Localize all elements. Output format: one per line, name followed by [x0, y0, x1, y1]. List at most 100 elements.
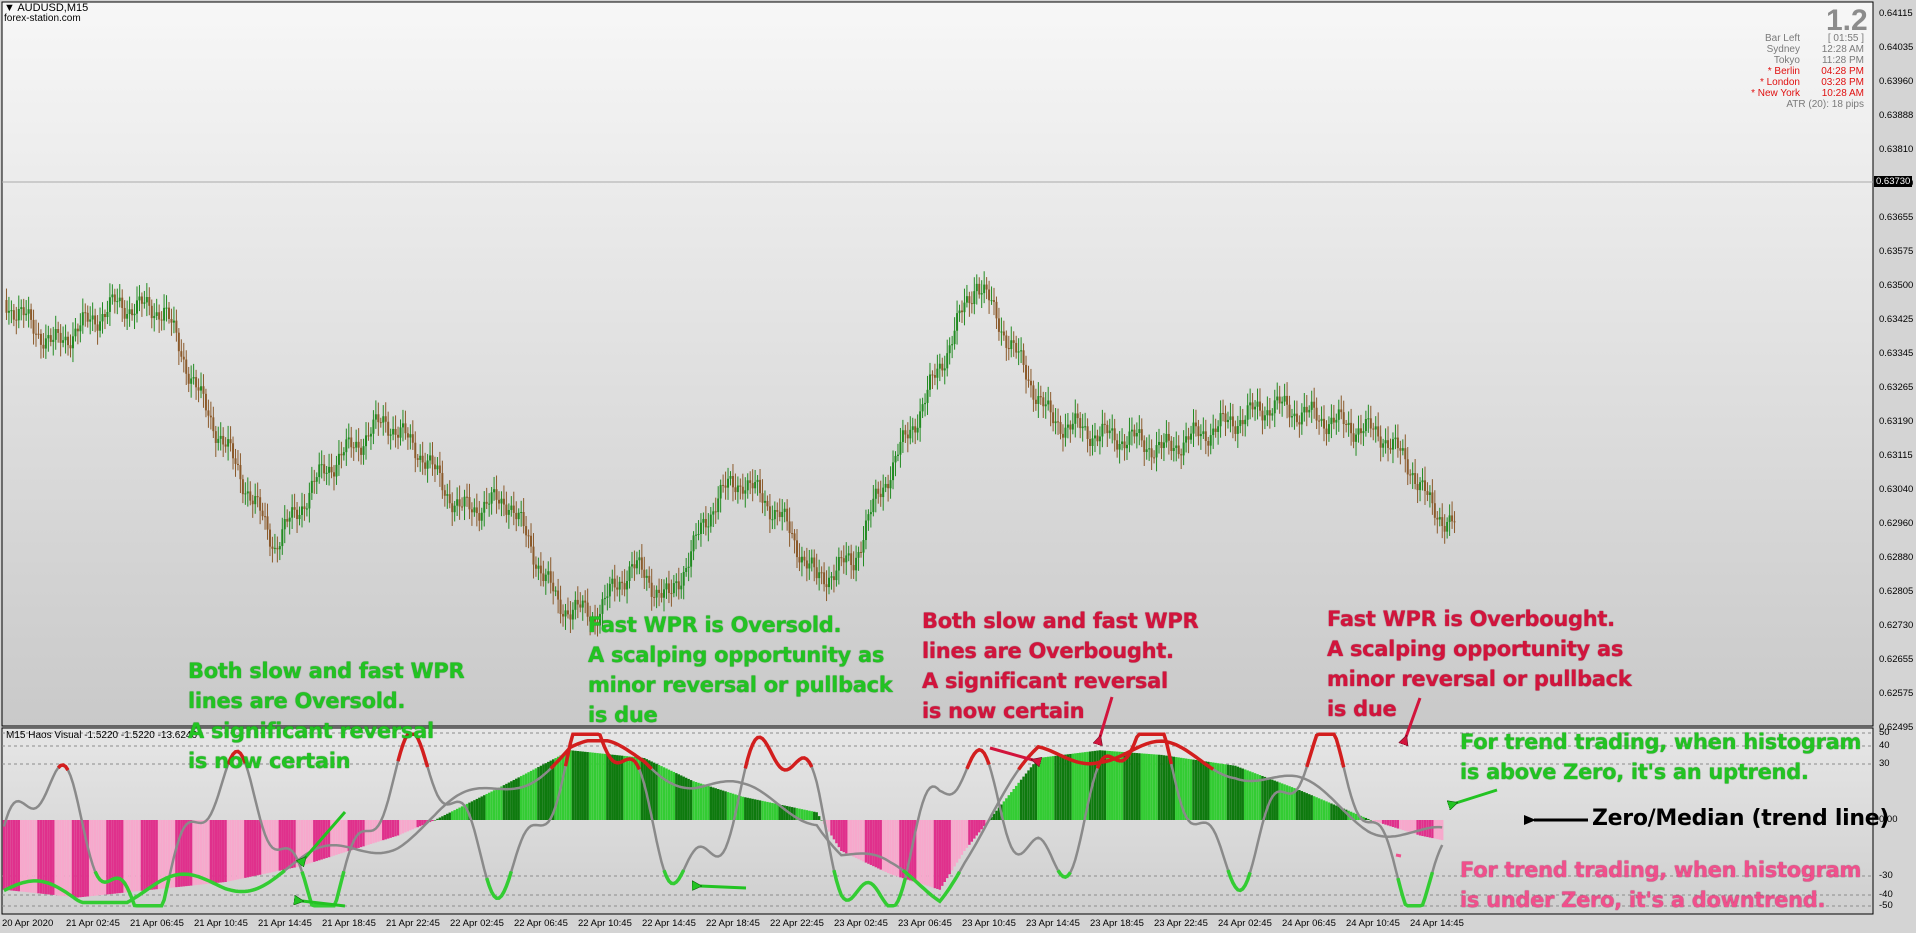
candle-body	[1332, 417, 1335, 423]
histogram-bar	[1266, 777, 1269, 820]
histogram-bar	[953, 820, 956, 867]
histogram-bar	[512, 779, 515, 820]
candle-body	[15, 319, 18, 321]
histogram-bar	[1061, 754, 1065, 820]
candle-body	[108, 297, 111, 312]
histogram-bar	[1317, 798, 1321, 820]
histogram-bar	[384, 820, 387, 840]
histogram-bar	[662, 767, 666, 820]
candle-body	[899, 441, 902, 455]
candle-body	[1204, 431, 1207, 442]
annotation-oversold-both: Both slow and fast WPR lines are Oversol…	[188, 659, 465, 773]
chart-symbol[interactable]: ▼ AUDUSD,M15	[4, 2, 89, 14]
candle-body	[1305, 406, 1308, 413]
histogram-bar	[660, 766, 663, 820]
candle-body	[1389, 447, 1392, 450]
candle-body	[781, 511, 784, 518]
histogram-bar	[1406, 820, 1409, 832]
histogram-bar	[1315, 797, 1318, 820]
histogram-bar	[872, 820, 875, 867]
candle-body	[921, 404, 924, 412]
price-tick: 0.62495	[1879, 722, 1914, 733]
candle-body	[589, 616, 592, 622]
histogram-bar	[729, 792, 732, 820]
histogram-bar	[928, 820, 932, 887]
candle-body	[1061, 433, 1064, 438]
histogram-bar	[798, 808, 801, 820]
arrow-scalp-overbought	[1406, 697, 1422, 737]
candle-body	[1010, 340, 1013, 350]
time-axis[interactable]: 20 Apr 2020 21 Apr 02:45 21 Apr 06:45 21 Ap…	[0, 915, 1873, 933]
histogram-bar	[295, 820, 299, 868]
dropdown-arrow-icon[interactable]: ▼	[4, 2, 15, 14]
histogram-bar	[502, 785, 506, 820]
histogram-bar	[148, 820, 151, 891]
candle-body	[820, 572, 823, 574]
histogram-bar	[657, 764, 661, 820]
candle-body	[244, 493, 247, 495]
histogram-bar	[584, 751, 587, 820]
histogram-bar	[879, 820, 882, 870]
candle-body	[1320, 418, 1323, 421]
histogram-bar	[436, 818, 439, 820]
histogram-bar	[1224, 764, 1227, 820]
histogram-bar	[446, 813, 449, 820]
histogram-bar	[1241, 768, 1244, 820]
histogram-bar	[347, 820, 350, 851]
candle-body	[264, 516, 267, 518]
candle-body	[717, 498, 720, 513]
price-candles[interactable]	[5, 271, 1456, 637]
candle-body	[1391, 439, 1394, 450]
histogram-bar	[61, 820, 65, 896]
candle-body	[638, 557, 641, 561]
indicator-tick: 40	[1879, 740, 1890, 751]
histogram-bar	[1066, 754, 1070, 820]
histogram-bar	[199, 820, 203, 885]
candle-body	[857, 551, 860, 558]
histogram-bar	[1106, 750, 1109, 820]
histogram-bar	[399, 820, 402, 835]
candle-body	[1214, 428, 1217, 432]
histogram-bar	[1271, 779, 1274, 820]
candle-body	[32, 319, 35, 334]
candle-body	[970, 303, 973, 305]
histogram-bar	[389, 820, 392, 838]
indicator-tick: -40	[1879, 889, 1893, 900]
histogram-bar	[1027, 770, 1030, 820]
price-tick: 0.63190	[1879, 416, 1914, 427]
candle-body	[542, 573, 545, 582]
candle-body	[419, 455, 422, 460]
histogram-bar	[256, 820, 259, 876]
candle-body	[840, 557, 843, 559]
price-tick: 0.63345	[1879, 348, 1914, 359]
histogram-bar	[1155, 754, 1158, 820]
candle-body	[259, 497, 262, 511]
candle-body	[1167, 433, 1170, 441]
candle-body	[1367, 418, 1370, 420]
histogram-bar	[1256, 774, 1259, 820]
candle-body	[382, 416, 385, 423]
candle-body	[855, 557, 858, 571]
histogram-bar	[1039, 757, 1043, 820]
candle-body	[320, 464, 323, 466]
candle-body	[1059, 421, 1062, 434]
histogram-bar	[1194, 759, 1198, 820]
histogram-bar	[554, 758, 557, 820]
histogram-bar	[455, 808, 459, 820]
price-axis[interactable]: 0.64115 0.64035 0.63960 0.63888 0.63810 0.637…	[1873, 0, 1916, 933]
annotation-arrows	[302, 696, 1588, 908]
histogram-bar	[20, 820, 23, 892]
histogram-bar	[130, 820, 134, 892]
candle-body	[374, 414, 377, 420]
histogram-bar	[749, 798, 752, 820]
histogram-bar	[1278, 782, 1281, 820]
candle-body	[980, 293, 983, 295]
histogram-bar	[697, 782, 700, 820]
candle-body	[616, 587, 619, 590]
candle-body	[690, 551, 693, 567]
candle-body	[399, 427, 402, 438]
histogram-bar	[778, 804, 781, 820]
candle-body	[1414, 473, 1417, 485]
candle-body	[882, 487, 885, 498]
